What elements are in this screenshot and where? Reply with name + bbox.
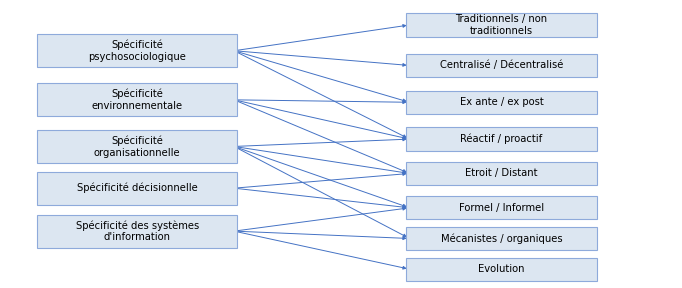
Text: Etroit / Distant: Etroit / Distant [465,168,537,179]
FancyBboxPatch shape [37,83,237,116]
Text: Spécificité des systèmes
d'information: Spécificité des systèmes d'information [76,220,198,242]
FancyBboxPatch shape [406,54,597,77]
FancyBboxPatch shape [406,196,597,219]
FancyBboxPatch shape [406,257,597,281]
FancyBboxPatch shape [37,215,237,248]
Text: Spécificité décisionnelle: Spécificité décisionnelle [77,183,198,194]
Text: Evolution: Evolution [478,264,524,274]
Text: Spécificité
psychosociologique: Spécificité psychosociologique [88,40,186,62]
Text: Spécificité
environnementale: Spécificité environnementale [91,89,183,111]
Text: Centralisé / Décentralisé: Centralisé / Décentralisé [440,60,563,71]
FancyBboxPatch shape [406,227,597,250]
Text: Mécanistes / organiques: Mécanistes / organiques [441,233,562,244]
FancyBboxPatch shape [37,172,237,205]
Text: Traditionnels / non
traditionnels: Traditionnels / non traditionnels [456,14,548,36]
Text: Spécificité
organisationnelle: Spécificité organisationnelle [94,135,181,158]
Text: Ex ante / ex post: Ex ante / ex post [460,97,544,107]
FancyBboxPatch shape [406,13,597,37]
Text: Réactif / proactif: Réactif / proactif [460,134,543,144]
FancyBboxPatch shape [406,127,597,151]
Text: Formel / Informel: Formel / Informel [459,203,544,213]
FancyBboxPatch shape [37,34,237,67]
FancyBboxPatch shape [37,130,237,163]
FancyBboxPatch shape [406,91,597,114]
FancyBboxPatch shape [406,162,597,185]
